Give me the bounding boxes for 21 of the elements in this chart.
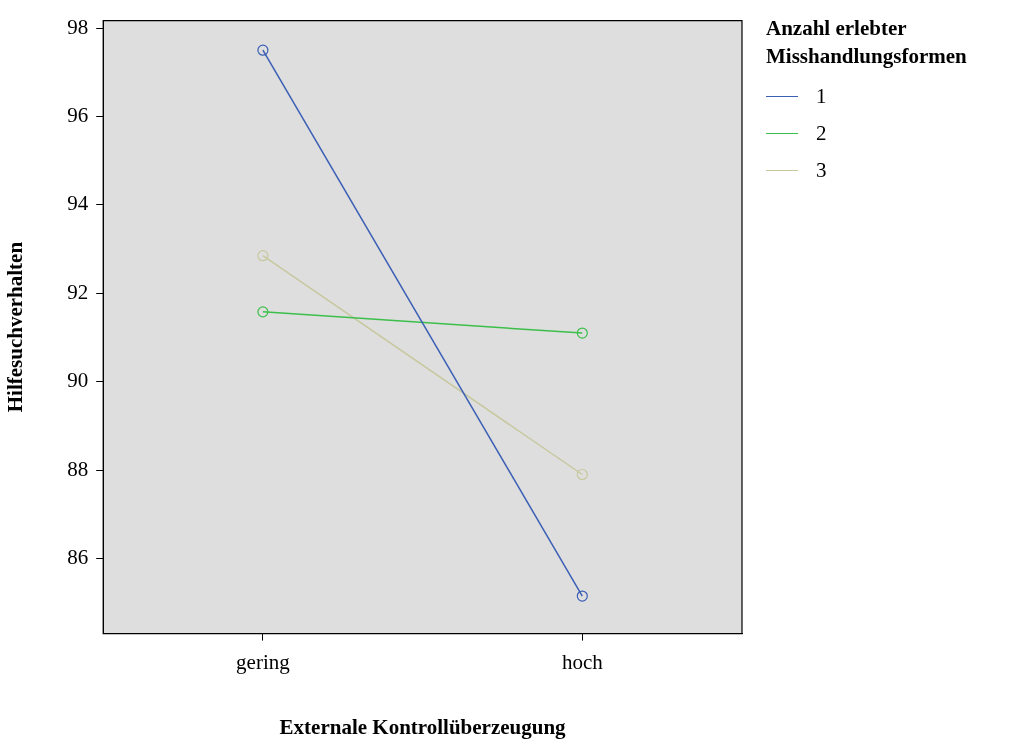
x-axis-title: Externale Kontrollüberzeugung [279,714,567,739]
y-tick-label: 94 [67,191,89,216]
point [257,306,269,318]
x-tick-label: gering [236,649,291,674]
legend-label: 1 [816,84,827,109]
point [257,44,269,56]
point [257,250,269,262]
legend-label: 3 [816,158,827,183]
y-tick-label: 90 [67,368,89,393]
legend-label: 2 [816,121,827,146]
point [576,590,588,602]
y-axis-title: Hilfesuchverhalten [3,241,28,413]
y-tick-label: 88 [67,456,89,481]
y-tick-label: 86 [67,544,89,569]
point [576,468,588,481]
x-tick-label: hoch [561,649,604,674]
y-tick-label: 92 [67,279,89,304]
legend-title: Anzahl erlebter Misshandlungsformen [766,15,968,70]
y-tick-label: 98 [67,14,89,39]
y-tick-label: 96 [67,103,89,128]
point [576,327,588,339]
